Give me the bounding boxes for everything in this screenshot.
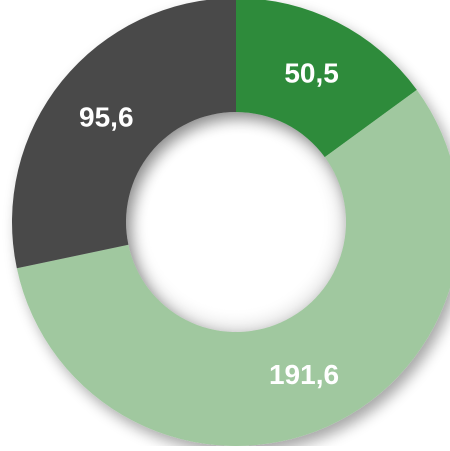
donut-data-labels: 50,5 191,6 95,6 xyxy=(79,58,339,390)
data-label-2: 191,6 xyxy=(269,359,339,390)
donut-hole xyxy=(126,112,346,332)
donut-slice-3 xyxy=(12,0,236,269)
donut-slice-1 xyxy=(236,0,417,158)
data-label-1: 50,5 xyxy=(284,58,339,89)
data-label-3: 95,6 xyxy=(79,101,134,132)
donut-slice-2 xyxy=(16,89,450,446)
donut-slices xyxy=(12,0,450,446)
